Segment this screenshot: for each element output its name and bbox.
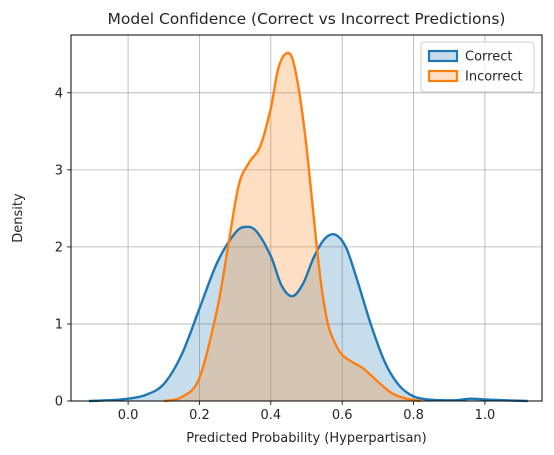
series-line-correct <box>88 225 528 403</box>
legend-swatch-incorrect <box>427 69 459 83</box>
legend-label-incorrect: Incorrect <box>465 70 523 85</box>
x-tick-label: 0.6 <box>332 408 353 423</box>
legend-swatch-correct <box>427 49 459 63</box>
legend: Correct Incorrect <box>420 41 535 93</box>
y-tick-label: 0 <box>55 395 63 410</box>
series-fill-correct <box>88 226 528 401</box>
x-tick-label: 0.2 <box>189 408 210 423</box>
series-line-incorrect <box>163 51 421 403</box>
y-tick-label: 3 <box>55 163 63 178</box>
y-tick-label: 4 <box>55 86 63 101</box>
series-layer <box>88 51 528 403</box>
ticks-layer: 0.0 0.2 0.4 0.6 0.8 1.0 0 1 2 3 4 <box>55 86 496 423</box>
x-tick-label: 0.0 <box>118 408 139 423</box>
y-tick-label: 2 <box>55 240 63 255</box>
x-tick-label: 0.8 <box>403 408 424 423</box>
legend-label-correct: Correct <box>465 50 512 65</box>
chart-title: Model Confidence (Correct vs Incorrect P… <box>108 10 506 28</box>
y-tick-label: 1 <box>55 317 63 332</box>
y-axis-label: Density <box>11 193 26 243</box>
x-axis-label: Predicted Probability (Hyperpartisan) <box>186 431 426 446</box>
x-tick-label: 0.4 <box>260 408 281 423</box>
legend-frame <box>420 41 535 93</box>
plot-frame <box>70 34 543 402</box>
x-tick-label: 1.0 <box>475 408 496 423</box>
series-fill-incorrect <box>163 52 421 401</box>
